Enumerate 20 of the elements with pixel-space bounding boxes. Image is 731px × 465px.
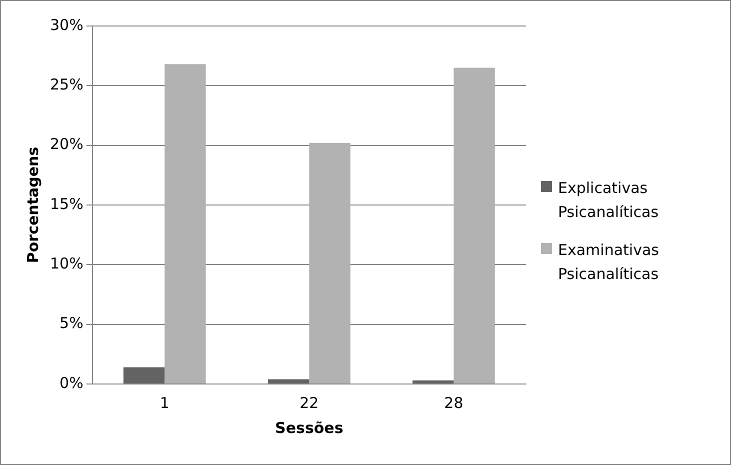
bar xyxy=(454,68,495,384)
x-tick-label: 22 xyxy=(300,394,319,412)
bar xyxy=(412,380,454,384)
y-tick-label: 5% xyxy=(60,314,84,332)
bar xyxy=(309,142,350,384)
y-tick-label: 0% xyxy=(60,374,84,392)
y-tick-label: 25% xyxy=(50,76,84,94)
x-tick-label: 1 xyxy=(160,394,170,412)
y-tick-label: 10% xyxy=(50,254,84,273)
y-axis-title: Porcentagens xyxy=(24,146,42,264)
bar xyxy=(268,379,310,384)
x-axis-title: Sessões xyxy=(275,418,344,437)
bar xyxy=(164,64,206,384)
x-tick-label: 28 xyxy=(444,394,464,412)
y-tick-label: 30% xyxy=(50,16,84,34)
legend-label: Explicativas Psicanalíticas xyxy=(558,178,660,223)
y-tick-label: 15% xyxy=(50,194,84,213)
y-tick-label: 20% xyxy=(50,135,84,154)
bar xyxy=(123,367,165,384)
legend-label: Examinativas Psicanalíticas xyxy=(558,240,660,285)
